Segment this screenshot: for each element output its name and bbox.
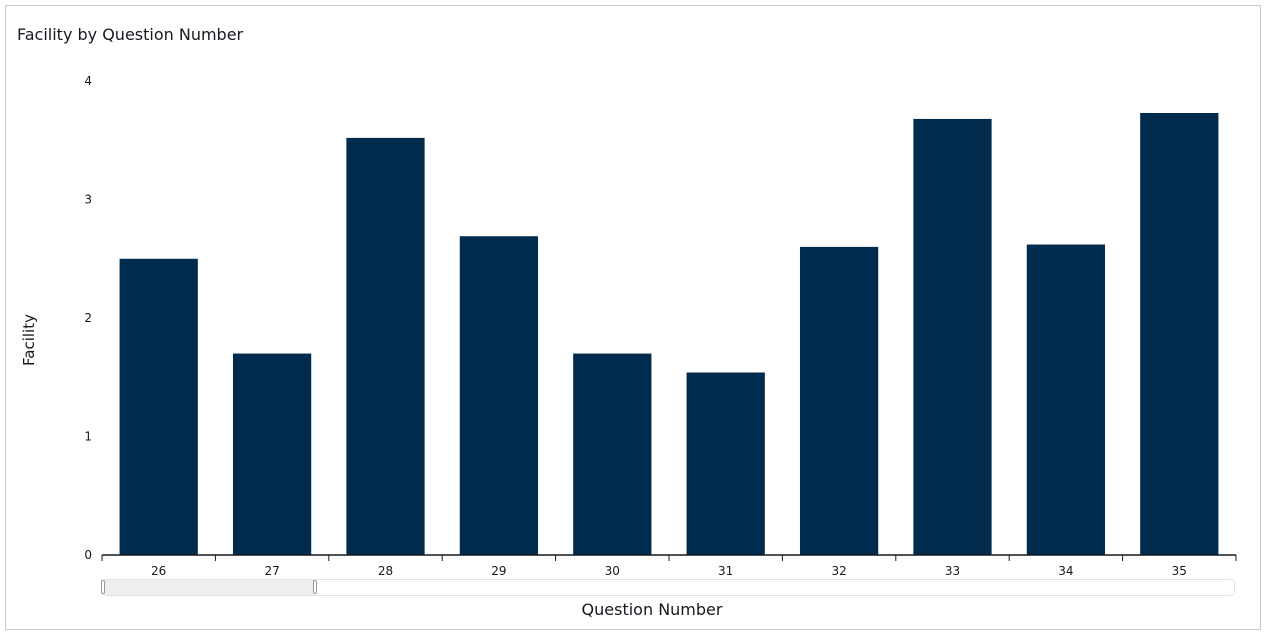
x-axis-label: Question Number	[581, 600, 723, 619]
x-tick-label: 31	[718, 564, 733, 578]
bar-26[interactable]	[119, 258, 198, 555]
bar-32[interactable]	[799, 246, 879, 555]
y-tick-label: 1	[84, 430, 92, 444]
bar-34[interactable]	[1026, 244, 1106, 555]
bar-29[interactable]	[459, 236, 539, 556]
x-tick-label: 29	[491, 564, 506, 578]
x-tick-label: 35	[1172, 564, 1187, 578]
x-scrollbar-right-handle[interactable]	[313, 580, 317, 594]
chart-title: Facility by Question Number	[17, 25, 244, 44]
y-tick-label: 0	[84, 548, 92, 562]
bar-31[interactable]	[686, 372, 765, 555]
y-tick-label: 3	[84, 193, 92, 207]
x-scrollbar-thumb[interactable]	[103, 580, 315, 595]
bar-28[interactable]	[346, 137, 425, 555]
bar-35[interactable]	[1140, 112, 1219, 556]
bar-33[interactable]	[913, 118, 992, 556]
x-tick-label: 26	[151, 564, 166, 578]
x-tick-label: 32	[831, 564, 846, 578]
y-tick-label: 2	[84, 311, 92, 325]
x-tick-label: 30	[605, 564, 620, 578]
bar-27[interactable]	[232, 353, 312, 555]
x-tick-label: 27	[264, 564, 279, 578]
x-tick-label: 34	[1058, 564, 1073, 578]
y-tick-label: 4	[84, 74, 92, 88]
bar-30[interactable]	[573, 353, 652, 555]
x-tick-label: 28	[378, 564, 393, 578]
x-scrollbar-left-handle[interactable]	[101, 580, 105, 594]
x-tick-label: 33	[945, 564, 960, 578]
